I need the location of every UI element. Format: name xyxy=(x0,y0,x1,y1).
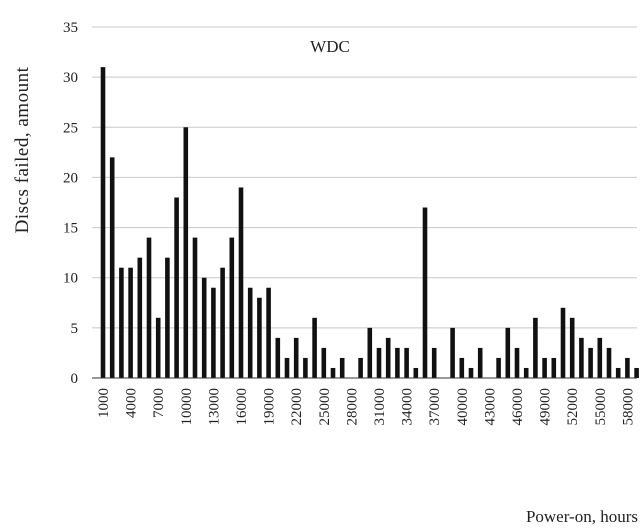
bar xyxy=(138,258,143,378)
bar xyxy=(450,328,455,378)
bar xyxy=(515,348,520,378)
x-axis-label: Power-on, hours xyxy=(526,507,638,526)
x-tick-label: 49000 xyxy=(538,388,554,426)
y-tick-label: 10 xyxy=(63,271,78,287)
x-tick-label: 10000 xyxy=(179,388,195,426)
x-tick-label: 43000 xyxy=(482,388,498,426)
bar xyxy=(533,318,538,378)
bar xyxy=(340,358,345,378)
x-tick-label: 31000 xyxy=(372,388,388,426)
bar xyxy=(174,197,179,378)
chart-title: WDC xyxy=(310,37,350,56)
bar xyxy=(625,358,630,378)
x-tick-label: 58000 xyxy=(620,388,636,426)
bar xyxy=(414,368,419,378)
bar xyxy=(395,348,400,378)
bar xyxy=(184,127,189,378)
bar xyxy=(542,358,547,378)
x-tick-label: 13000 xyxy=(206,388,222,426)
x-tick-label: 40000 xyxy=(455,388,471,426)
x-tick-label: 16000 xyxy=(234,388,250,426)
bar xyxy=(524,368,529,378)
y-axis-label: Discs failed, amount xyxy=(12,66,33,233)
y-tick-label: 5 xyxy=(71,321,79,337)
bar xyxy=(285,358,290,378)
y-tick-label: 0 xyxy=(71,371,79,387)
bar xyxy=(220,268,225,378)
bar xyxy=(101,67,106,378)
y-tick-label: 20 xyxy=(63,170,78,186)
bar xyxy=(634,368,639,378)
bar xyxy=(128,268,133,378)
bar xyxy=(331,368,336,378)
x-tick-label: 28000 xyxy=(344,388,360,426)
bar xyxy=(460,358,465,378)
bar xyxy=(303,358,308,378)
x-tick-label: 7000 xyxy=(151,388,167,418)
bar xyxy=(266,288,271,378)
x-tick-label: 37000 xyxy=(427,388,443,426)
bar xyxy=(147,238,152,378)
x-tick-label: 1000 xyxy=(96,388,112,418)
bar xyxy=(607,348,612,378)
y-tick-label: 30 xyxy=(63,70,78,86)
bar xyxy=(322,348,327,378)
bar xyxy=(570,318,575,378)
bar xyxy=(368,328,373,378)
bar xyxy=(588,348,593,378)
x-tick-label: 46000 xyxy=(510,388,526,426)
x-tick-label: 25000 xyxy=(317,388,333,426)
y-tick-label: 25 xyxy=(63,120,78,136)
bar xyxy=(579,338,584,378)
bar xyxy=(404,348,409,378)
bar xyxy=(119,268,124,378)
bar xyxy=(598,338,603,378)
y-tick-labels: 0 5 10 15 20 25 30 35 xyxy=(63,20,78,387)
bar xyxy=(202,278,207,378)
x-tick-label: 22000 xyxy=(289,388,305,426)
x-tick-labels: 1000 4000 7000 10000 13000 16000 19000 22000 250… xyxy=(96,388,636,426)
bar xyxy=(230,238,235,378)
bar xyxy=(496,358,501,378)
bar xyxy=(294,338,299,378)
bar xyxy=(110,157,115,378)
gridlines xyxy=(92,27,637,328)
bar xyxy=(193,238,198,378)
x-tick-label: 55000 xyxy=(593,388,609,426)
bars xyxy=(101,67,639,378)
bar xyxy=(156,318,161,378)
bar xyxy=(377,348,382,378)
bar xyxy=(276,338,281,378)
bar xyxy=(469,368,474,378)
y-tick-label: 35 xyxy=(63,20,78,36)
bar xyxy=(506,328,511,378)
y-tick-label: 15 xyxy=(63,221,78,237)
bar xyxy=(616,368,621,378)
bar xyxy=(478,348,483,378)
bar xyxy=(386,338,391,378)
bar xyxy=(257,298,262,378)
bar xyxy=(248,288,253,378)
bar xyxy=(239,187,244,378)
bar xyxy=(165,258,170,378)
x-tick-label: 4000 xyxy=(124,388,140,418)
bar xyxy=(423,208,428,378)
x-tick-label: 19000 xyxy=(262,388,278,426)
bar xyxy=(211,288,216,378)
bar xyxy=(312,318,317,378)
x-tick-label: 34000 xyxy=(400,388,416,426)
x-tick-label: 52000 xyxy=(565,388,581,426)
bar xyxy=(552,358,557,378)
bar xyxy=(358,358,363,378)
bar xyxy=(432,348,437,378)
bar xyxy=(561,308,566,378)
